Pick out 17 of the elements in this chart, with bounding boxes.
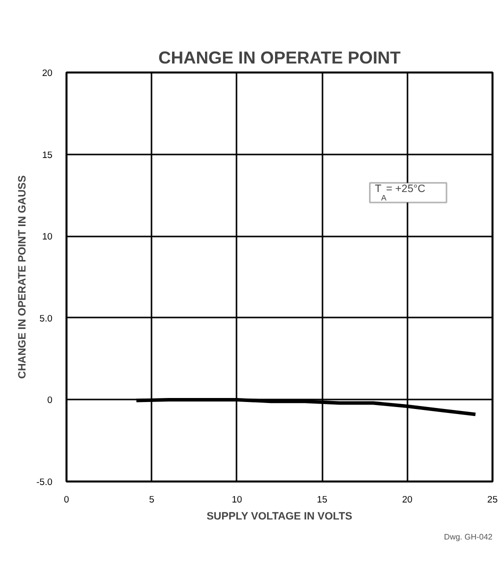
chart-title: CHANGE IN OPERATE POINT — [158, 48, 402, 68]
x-tick-label: 15 — [316, 494, 328, 504]
y-tick-label: 20 — [42, 68, 53, 78]
text: Dwg. GH-042 — [444, 532, 494, 542]
annotation: TA = +25°C — [374, 183, 426, 203]
y-tick-label: 10 — [42, 232, 53, 242]
x-tick-label: 10 — [232, 494, 242, 504]
x-tick-label: 0 — [64, 494, 70, 504]
x-tick-label: 5 — [149, 494, 154, 504]
x-axis-title: SUPPLY VOLTAGE IN VOLTS — [206, 510, 352, 522]
y-tick-label: 5.0 — [40, 313, 52, 324]
y-axis-title: CHANGE IN OPERATE POINT IN GAUSS — [16, 175, 28, 379]
y-tick-label: -5.0 — [36, 477, 53, 487]
y-tick-label: 15 — [42, 150, 53, 160]
x-tick-label: 25 — [487, 494, 498, 504]
x-tick-label: 20 — [402, 494, 413, 504]
y-tick-label: 0 — [47, 395, 53, 406]
